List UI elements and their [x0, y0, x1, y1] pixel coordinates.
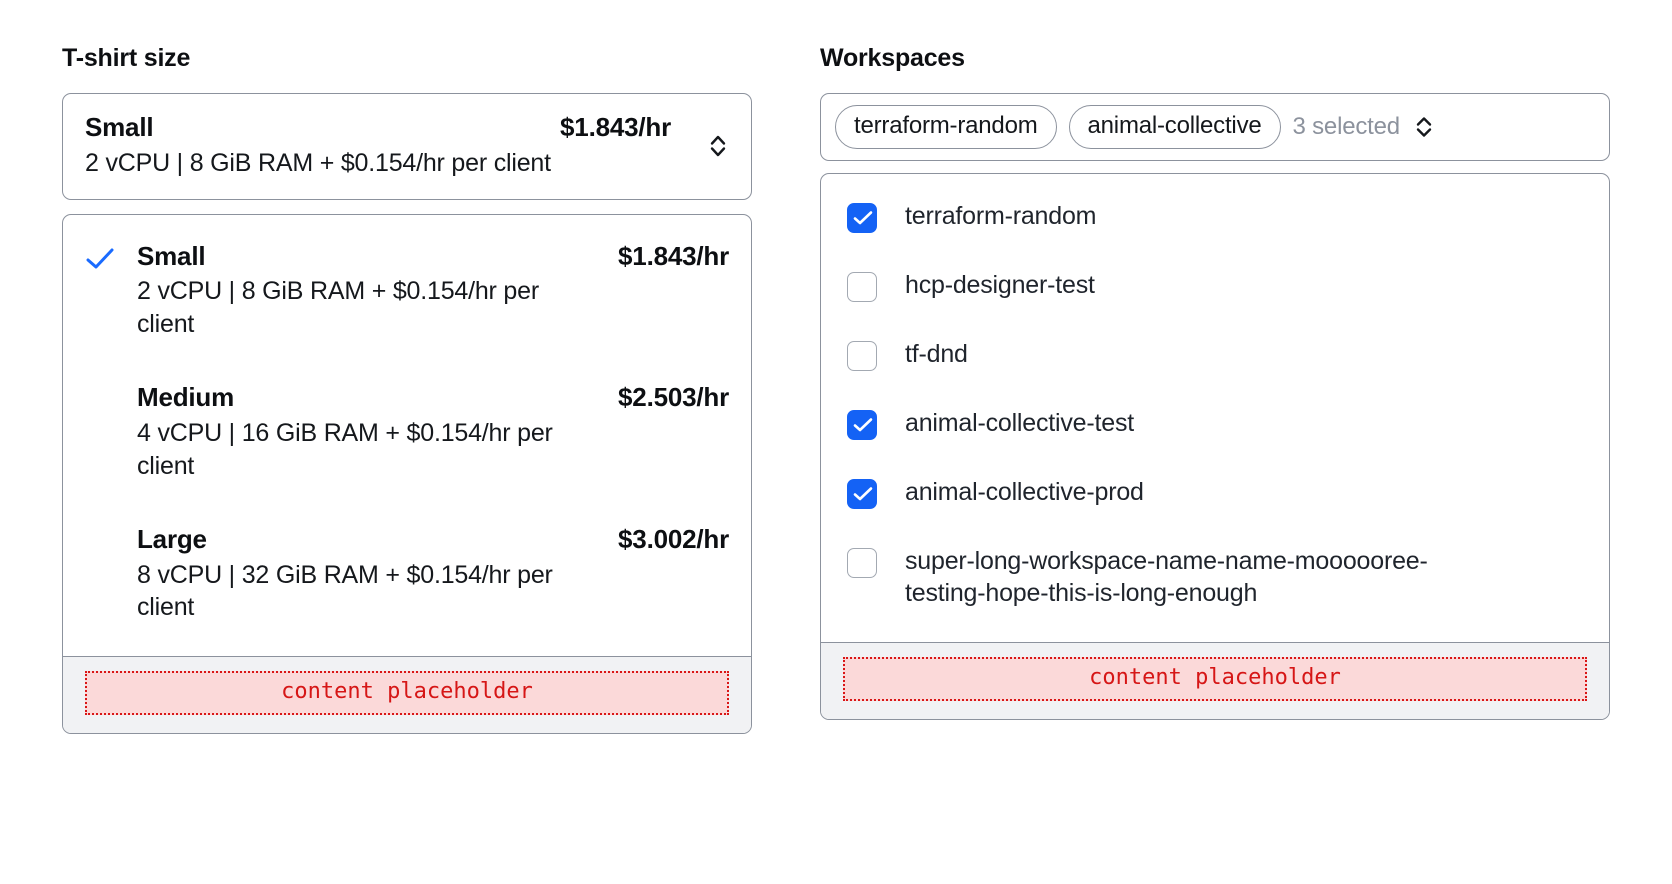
size-option-price: $2.503/hr [618, 382, 729, 413]
checkbox-unchecked-icon[interactable] [847, 547, 877, 578]
size-option-name: Medium [137, 382, 235, 413]
selected-size-price: $1.843/hr [560, 111, 671, 142]
checkbox-checked-icon[interactable] [847, 409, 877, 440]
checkbox-unchecked-icon[interactable] [847, 271, 877, 302]
chevron-up-down-icon[interactable] [1414, 113, 1434, 141]
selected-size-row: Small $1.843/hr [85, 112, 671, 143]
checkbox-checked-icon[interactable] [847, 478, 877, 509]
tshirt-size-label: T-shirt size [62, 44, 191, 72]
checkbox-checked-icon[interactable] [847, 202, 877, 233]
size-option-body: Medium 4 vCPU | 16 GiB RAM + $0.154/hr p… [137, 382, 729, 482]
tshirt-card-footer: content placeholder [63, 655, 751, 734]
size-option-name: Large [137, 524, 207, 555]
tshirt-size-field: T-shirt size Small $1.843/hr 2 vCPU | 8 … [62, 44, 752, 735]
workspace-option-tf-dnd[interactable]: tf-dnd [847, 338, 1583, 371]
workspace-chip[interactable]: animal-collective [1068, 104, 1281, 149]
size-option-description: 8 vCPU | 32 GiB RAM + $0.154/hr per clie… [137, 560, 553, 622]
check-icon-placeholder [85, 524, 137, 530]
tshirt-size-options-card: Small 2 vCPU | 8 GiB RAM + $0.154/hr per… [62, 213, 752, 735]
workspace-chip[interactable]: terraform-random [835, 104, 1057, 149]
size-option-text: Medium 4 vCPU | 16 GiB RAM + $0.154/hr p… [137, 382, 567, 482]
selected-size-summary: Small $1.843/hr 2 vCPU | 8 GiB RAM + $0.… [85, 112, 729, 179]
selected-count-text: 3 selected [1292, 112, 1401, 140]
selected-size-description: 2 vCPU | 8 GiB RAM + $0.154/hr per clien… [85, 148, 551, 177]
selected-size-name: Small [85, 111, 154, 142]
workspace-option-label: hcp-designer-test [905, 270, 1095, 299]
workspace-option-label: animal-collective-prod [905, 477, 1144, 506]
workspace-option-label: animal-collective-test [905, 408, 1135, 437]
workspace-option-hcp-designer-test[interactable]: hcp-designer-test [847, 269, 1583, 302]
workspaces-options-list: terraform-random hcp-designer-test tf-dn… [821, 174, 1609, 642]
checkbox-unchecked-icon[interactable] [847, 340, 877, 371]
size-option-name: Small [137, 240, 206, 271]
size-option-price: $1.843/hr [618, 240, 729, 271]
workspace-option-terraform-random[interactable]: terraform-random [847, 200, 1583, 233]
size-option-description: 2 vCPU | 8 GiB RAM + $0.154/hr per clien… [137, 277, 539, 338]
size-option-body: Large 8 vCPU | 32 GiB RAM + $0.154/hr pe… [137, 524, 729, 624]
size-option-price: $3.002/hr [618, 524, 729, 555]
size-option-large[interactable]: Large 8 vCPU | 32 GiB RAM + $0.154/hr pe… [85, 524, 729, 624]
workspace-option-animal-collective-prod[interactable]: animal-collective-prod [847, 476, 1583, 509]
size-option-text: Large 8 vCPU | 32 GiB RAM + $0.154/hr pe… [137, 524, 567, 624]
size-option-text: Small 2 vCPU | 8 GiB RAM + $0.154/hr per… [137, 241, 567, 341]
workspaces-multiselect-input[interactable]: terraform-random animal-collective 3 sel… [820, 92, 1610, 161]
workspace-option-label: terraform-random [905, 201, 1097, 230]
workspace-option-animal-collective-test[interactable]: animal-collective-test [847, 407, 1583, 440]
size-option-medium[interactable]: Medium 4 vCPU | 16 GiB RAM + $0.154/hr p… [85, 382, 729, 482]
size-option-body: Small 2 vCPU | 8 GiB RAM + $0.154/hr per… [137, 241, 729, 341]
workspaces-card-footer: content placeholder [821, 641, 1609, 720]
tshirt-size-options-list: Small 2 vCPU | 8 GiB RAM + $0.154/hr per… [63, 215, 751, 656]
workspaces-label: Workspaces [820, 44, 965, 72]
size-option-description: 4 vCPU | 16 GiB RAM + $0.154/hr per clie… [137, 419, 553, 480]
workspace-option-super-long-name[interactable]: super-long-workspace-name-name-moooooree… [847, 545, 1583, 610]
check-icon [85, 241, 137, 271]
content-placeholder: content placeholder [843, 656, 1587, 702]
content-placeholder: content placeholder [85, 670, 729, 716]
tshirt-size-select-toggle[interactable]: Small $1.843/hr 2 vCPU | 8 GiB RAM + $0.… [62, 92, 752, 200]
workspaces-field: Workspaces terraform-random animal-colle… [820, 44, 1610, 721]
workspace-option-label: tf-dnd [905, 339, 968, 368]
workspace-option-label: super-long-workspace-name-name-moooooree… [905, 546, 1428, 608]
workspaces-options-card: terraform-random hcp-designer-test tf-dn… [820, 172, 1610, 721]
size-option-small[interactable]: Small 2 vCPU | 8 GiB RAM + $0.154/hr per… [85, 241, 729, 341]
check-icon-placeholder [85, 382, 137, 388]
chevron-up-down-icon[interactable] [707, 131, 729, 161]
